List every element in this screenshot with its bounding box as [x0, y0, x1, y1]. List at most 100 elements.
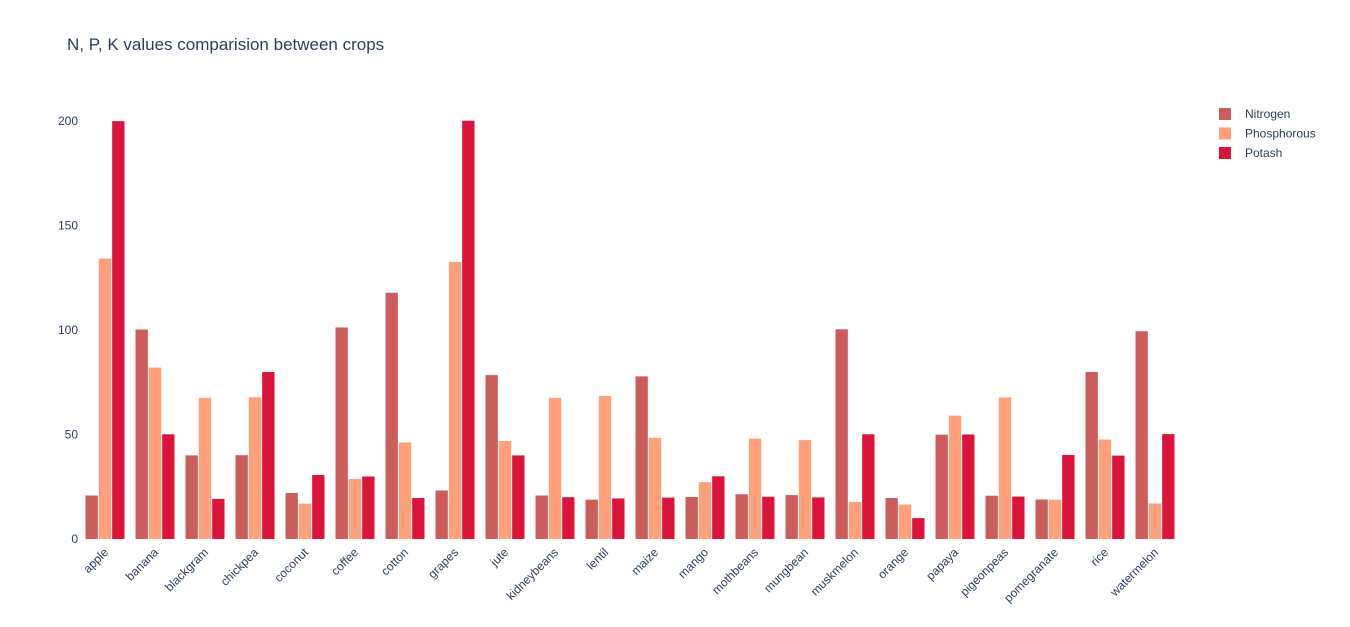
bar-potash-apple[interactable] [112, 121, 125, 540]
x-tick-label: pomegranate [1001, 545, 1061, 605]
bar-nitrogen-cotton[interactable] [385, 292, 398, 539]
bar-potash-blackgram[interactable] [212, 498, 225, 539]
bar-phosphorous-chickpea[interactable] [248, 397, 262, 539]
bar-phosphorous-cotton[interactable] [398, 442, 412, 539]
legend-item-phosphorous[interactable]: Phosphorous [1219, 127, 1316, 141]
legend-swatch [1219, 147, 1231, 159]
bars [85, 120, 1175, 540]
bar-potash-mango[interactable] [712, 476, 725, 539]
bar-potash-kidneybeans[interactable] [562, 497, 575, 539]
bar-phosphorous-rice[interactable] [1098, 439, 1112, 539]
bar-potash-maize[interactable] [662, 497, 675, 539]
bar-phosphorous-coconut[interactable] [298, 503, 312, 539]
bar-potash-pigeonpeas[interactable] [1012, 496, 1025, 539]
legend-swatch [1219, 108, 1231, 120]
bar-phosphorous-pomegranate[interactable] [1048, 499, 1062, 539]
bar-phosphorous-mothbeans[interactable] [748, 438, 762, 539]
x-tick-label: pigeonpeas [957, 545, 1011, 599]
bar-nitrogen-watermelon[interactable] [1135, 331, 1148, 539]
legend-label: Nitrogen [1245, 107, 1290, 121]
y-tick-label: 50 [65, 427, 79, 441]
x-tick-label: orange [875, 545, 912, 582]
bar-potash-cotton[interactable] [412, 498, 425, 539]
bar-phosphorous-grapes[interactable] [448, 262, 462, 539]
bar-phosphorous-jute[interactable] [498, 440, 512, 539]
bar-nitrogen-mango[interactable] [685, 496, 698, 539]
bar-nitrogen-pomegranate[interactable] [1035, 499, 1048, 539]
bar-potash-coffee[interactable] [362, 476, 375, 539]
bar-nitrogen-rice[interactable] [1085, 371, 1098, 539]
x-tick-label: banana [123, 545, 161, 583]
bar-potash-pomegranate[interactable] [1062, 454, 1075, 539]
legend-item-nitrogen[interactable]: Nitrogen [1219, 107, 1290, 121]
x-tick-label: grapes [425, 545, 461, 581]
bar-nitrogen-lentil[interactable] [585, 499, 598, 539]
x-tick-label: mango [675, 545, 711, 581]
bar-potash-rice[interactable] [1112, 455, 1125, 539]
y-tick-label: 150 [58, 218, 78, 232]
bar-phosphorous-maize[interactable] [648, 437, 662, 539]
bar-potash-coconut[interactable] [312, 475, 325, 539]
bar-potash-lentil[interactable] [612, 498, 625, 539]
bar-phosphorous-mango[interactable] [698, 482, 712, 539]
x-tick-label: muskmelon [808, 545, 861, 598]
bar-potash-banana[interactable] [162, 434, 175, 539]
bar-potash-papaya[interactable] [962, 434, 975, 539]
bar-potash-mothbeans[interactable] [762, 496, 775, 539]
y-tick-label: 200 [58, 114, 78, 128]
bar-nitrogen-pigeonpeas[interactable] [985, 495, 998, 539]
bar-potash-muskmelon[interactable] [862, 434, 875, 539]
bar-phosphorous-lentil[interactable] [598, 396, 612, 539]
bar-phosphorous-apple[interactable] [98, 258, 112, 539]
bar-nitrogen-jute[interactable] [485, 375, 498, 539]
bar-phosphorous-pigeonpeas[interactable] [998, 397, 1012, 539]
bar-phosphorous-kidneybeans[interactable] [548, 397, 562, 539]
bar-potash-grapes[interactable] [462, 120, 475, 540]
bar-phosphorous-blackgram[interactable] [198, 397, 212, 539]
bar-phosphorous-papaya[interactable] [948, 415, 962, 539]
bar-nitrogen-papaya[interactable] [935, 434, 948, 539]
x-tick-label: blackgram [162, 545, 211, 594]
bar-phosphorous-watermelon[interactable] [1148, 503, 1162, 539]
bar-phosphorous-mungbean[interactable] [798, 440, 812, 539]
bar-nitrogen-chickpea[interactable] [235, 455, 248, 539]
x-tick-label: kidneybeans [504, 545, 562, 603]
y-tick-label: 100 [58, 323, 78, 337]
bar-potash-orange[interactable] [912, 518, 925, 539]
y-axis-ticks: 0 50 100 150 200 [58, 114, 78, 546]
x-tick-label: jute [487, 545, 512, 570]
bar-nitrogen-banana[interactable] [135, 329, 148, 539]
x-tick-label: maize [629, 545, 662, 578]
bar-nitrogen-grapes[interactable] [435, 490, 448, 539]
x-tick-label: rice [1088, 545, 1112, 569]
bar-nitrogen-maize[interactable] [635, 376, 648, 539]
bar-nitrogen-kidneybeans[interactable] [535, 495, 548, 539]
x-tick-label: chickpea [218, 545, 262, 589]
x-tick-label: coffee [328, 545, 361, 578]
bar-phosphorous-banana[interactable] [148, 367, 162, 539]
bar-potash-jute[interactable] [512, 455, 525, 539]
legend[interactable]: Nitrogen Phosphorous Potash [1219, 107, 1316, 160]
bar-potash-mungbean[interactable] [812, 497, 825, 539]
bar-nitrogen-muskmelon[interactable] [835, 329, 848, 539]
bar-nitrogen-blackgram[interactable] [185, 455, 198, 539]
x-tick-label: cotton [378, 545, 411, 578]
bar-phosphorous-muskmelon[interactable] [848, 501, 862, 539]
x-tick-label: apple [80, 545, 111, 576]
y-tick-label: 0 [71, 532, 78, 546]
bar-nitrogen-coconut[interactable] [285, 493, 298, 539]
bar-phosphorous-orange[interactable] [898, 504, 912, 539]
legend-item-potash[interactable]: Potash [1219, 146, 1282, 160]
bar-nitrogen-orange[interactable] [885, 498, 898, 539]
bar-nitrogen-mothbeans[interactable] [735, 494, 748, 539]
bar-potash-chickpea[interactable] [262, 371, 275, 539]
bar-nitrogen-coffee[interactable] [335, 327, 348, 539]
bar-nitrogen-apple[interactable] [85, 495, 98, 539]
bar-potash-watermelon[interactable] [1162, 434, 1175, 539]
x-tick-label: papaya [923, 545, 961, 583]
bar-phosphorous-coffee[interactable] [348, 479, 362, 539]
x-tick-label: mungbean [761, 545, 811, 595]
x-tick-label: lentil [584, 545, 611, 572]
bar-nitrogen-mungbean[interactable] [785, 495, 798, 539]
